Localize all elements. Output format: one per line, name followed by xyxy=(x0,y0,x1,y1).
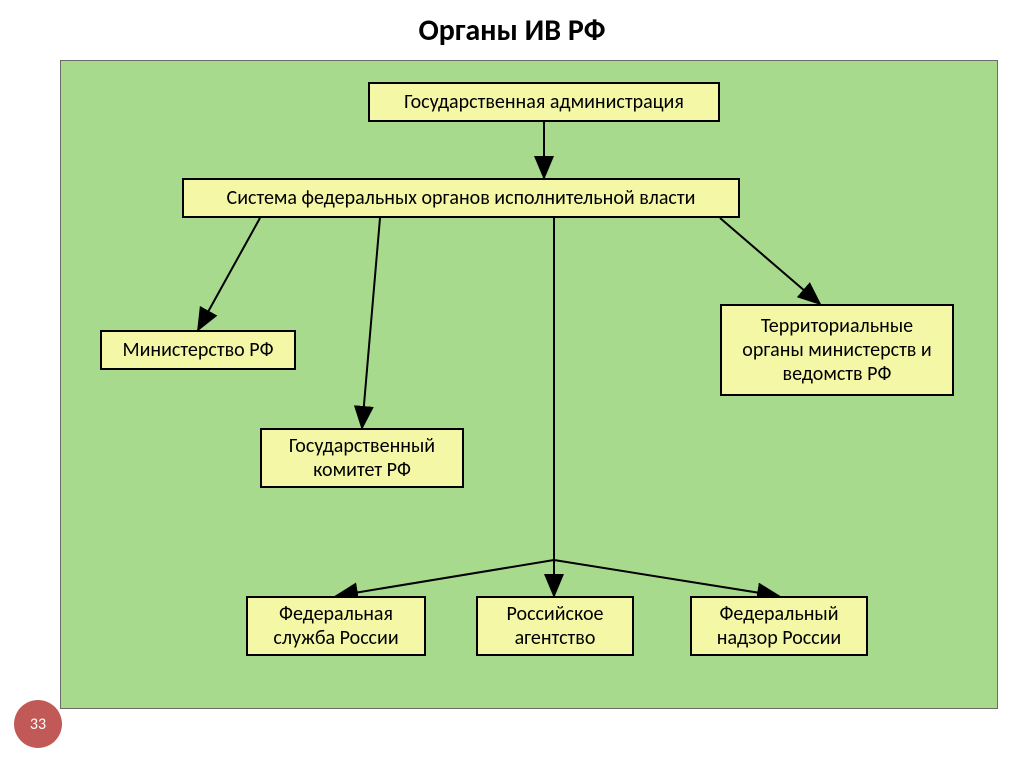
node-ministry: Министерство РФ xyxy=(100,330,296,370)
node-russian-agency: Российское агентство xyxy=(476,596,634,656)
slide-title: Органы ИВ РФ xyxy=(0,12,1024,49)
node-territorial: Территориальные органы министерств и вед… xyxy=(720,304,954,396)
page-number-badge: 33 xyxy=(14,700,62,748)
node-state-admin: Государственная администрация xyxy=(368,82,720,122)
slide: Органы ИВ РФ Государственная администрац… xyxy=(0,0,1024,767)
node-federal-system: Система федеральных органов исполнительн… xyxy=(182,178,740,218)
node-federal-nadzor: Федеральный надзор России xyxy=(690,596,868,656)
node-federal-service: Федеральная служба России xyxy=(246,596,426,656)
node-state-committee: Государственный комитет РФ xyxy=(260,428,464,488)
